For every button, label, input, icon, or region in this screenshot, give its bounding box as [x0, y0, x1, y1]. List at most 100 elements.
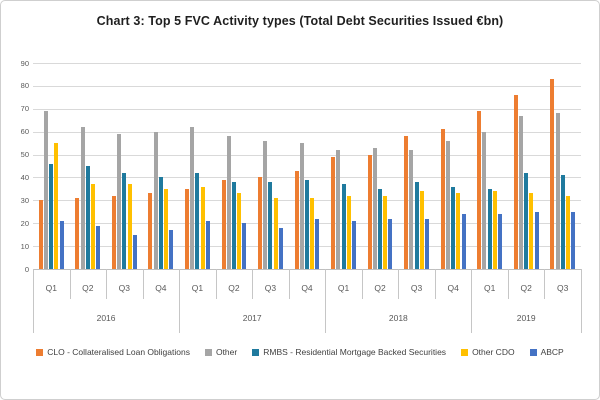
x-tick-label-year: 2016: [96, 313, 116, 323]
y-tick-label: 0: [24, 264, 29, 274]
x-tick-label-quarter: Q3: [118, 283, 130, 293]
y-tick-label: 50: [20, 150, 29, 160]
legend-item: RMBS - Residential Mortgage Backed Secur…: [252, 347, 446, 357]
bar: [555, 113, 560, 269]
bar: [54, 143, 59, 269]
legend-item: ABCP: [529, 347, 564, 357]
bar: [461, 214, 466, 269]
x-tick-label-year: 2017: [242, 313, 262, 323]
bar: [85, 166, 90, 269]
bar: [310, 198, 315, 269]
bar: [445, 140, 450, 269]
quarter-tick: [507, 269, 509, 299]
y-tick-label: 30: [20, 195, 29, 205]
y-tick-label: 80: [20, 81, 29, 91]
quarter-tick: [434, 269, 436, 299]
bar: [96, 225, 101, 269]
bar: [409, 149, 414, 269]
bar: [75, 198, 80, 269]
quarter-tick: [398, 269, 400, 299]
legend-swatch-icon: [529, 348, 537, 356]
bar: [221, 179, 226, 269]
bar: [205, 220, 210, 269]
bar: [550, 79, 555, 269]
legend-label: RMBS - Residential Mortgage Backed Secur…: [263, 347, 447, 357]
quarter-tick: [361, 269, 363, 299]
legend-item: Other CDO: [461, 347, 515, 357]
legend-item: Other: [204, 347, 237, 357]
legend-swatch-icon: [252, 348, 260, 356]
bar: [294, 170, 299, 269]
bar: [388, 218, 393, 269]
bar: [169, 230, 174, 269]
year-boundary-tick: [581, 269, 582, 333]
y-tick-label: 70: [20, 104, 29, 114]
bar: [372, 147, 377, 269]
x-tick-label-quarter: Q4: [301, 283, 313, 293]
y-tick-label: 40: [20, 172, 29, 182]
bar: [153, 131, 158, 269]
x-tick-label-quarter: Q2: [520, 283, 532, 293]
bar: [195, 172, 200, 269]
x-tick-label-quarter: Q1: [337, 283, 350, 293]
bar: [242, 223, 247, 269]
y-tick-label: 20: [20, 218, 29, 228]
x-tick-label-year: 2019: [516, 313, 536, 323]
bar: [127, 184, 132, 269]
bar: [477, 111, 482, 269]
gridline-70: [33, 108, 581, 110]
y-tick-label: 10: [20, 241, 29, 251]
bar: [111, 195, 116, 269]
quarter-tick: [288, 269, 290, 299]
bar: [492, 191, 497, 269]
bar: [534, 211, 539, 269]
legend-item: CLO - Collateralised Loan Obligations: [36, 347, 190, 357]
x-tick-label-quarter: Q2: [374, 283, 386, 293]
bar: [231, 182, 236, 269]
gridline-60: [33, 131, 581, 133]
bar: [367, 154, 372, 269]
gridline-90: [33, 63, 581, 64]
bar: [565, 195, 570, 269]
year-boundary-tick: [471, 269, 473, 333]
legend-label: ABCP: [540, 347, 564, 357]
legend-swatch-icon: [36, 348, 44, 356]
bar: [341, 184, 346, 269]
bar: [571, 211, 576, 269]
bar: [498, 214, 503, 269]
bar: [383, 195, 388, 269]
bar: [305, 179, 309, 269]
x-tick-label-quarter: Q1: [483, 283, 496, 293]
legend-swatch-icon: [204, 348, 212, 356]
x-tick-label-quarter: Q4: [447, 283, 459, 293]
bar: [278, 227, 283, 269]
gridline-40: [33, 177, 581, 179]
bar: [273, 198, 278, 269]
quarter-tick: [106, 269, 108, 299]
quarter-tick: [142, 269, 144, 299]
bar: [258, 177, 263, 269]
bar: [80, 127, 85, 269]
year-boundary-tick: [325, 269, 327, 333]
quarter-tick: [215, 269, 217, 299]
y-tick-label: 60: [20, 127, 29, 137]
bar: [148, 193, 153, 269]
bar: [404, 136, 409, 269]
legend-swatch-icon: [461, 348, 469, 356]
bar: [524, 172, 529, 269]
bar: [414, 182, 419, 269]
quarter-tick: [69, 269, 71, 299]
bar: [336, 149, 341, 269]
bar: [456, 193, 461, 269]
gridline-80: [33, 85, 581, 87]
bar: [190, 127, 195, 269]
x-tick-label-quarter: Q3: [264, 283, 277, 293]
bar: [419, 191, 424, 269]
bar: [513, 95, 518, 269]
bar: [560, 175, 565, 269]
gridline-0: [33, 269, 581, 270]
bar: [59, 220, 64, 269]
bar: [482, 131, 487, 269]
